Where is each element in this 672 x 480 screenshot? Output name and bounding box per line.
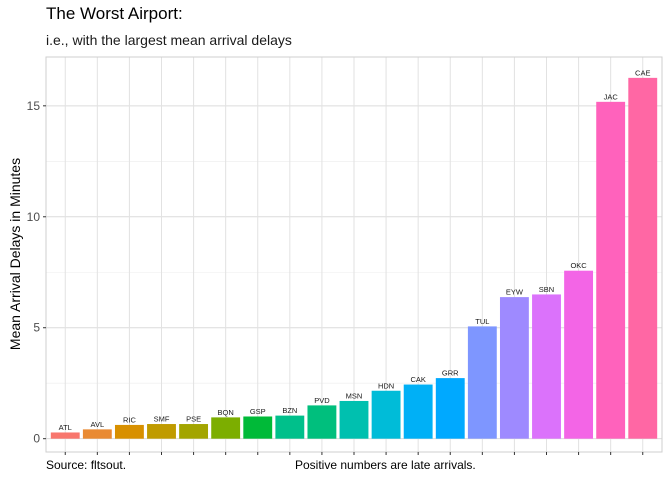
chart-subtitle: i.e., with the largest mean arrival dela…: [46, 32, 292, 48]
bar-hdn: [371, 390, 401, 439]
source-caption: Source: fltsout.: [46, 458, 127, 472]
bar-label-cae: CAE: [635, 68, 650, 77]
bar-label-pvd: PVD: [314, 396, 330, 405]
bar-grr: [435, 378, 465, 439]
bar-label-gsp: GSP: [250, 407, 266, 416]
bar-pse: [179, 424, 209, 439]
y-tick-label: 0: [33, 432, 40, 446]
bar-cak: [403, 384, 433, 439]
bar-gsp: [243, 416, 273, 439]
bar-label-jac: JAC: [604, 92, 619, 101]
bar-label-grr: GRR: [442, 369, 459, 378]
bar-tul: [467, 326, 497, 439]
y-axis-title: Mean Arrival Delays in Minutes: [7, 158, 23, 350]
bar-label-cak: CAK: [410, 375, 425, 384]
y-tick-label: 15: [27, 99, 41, 113]
bar-label-sbn: SBN: [539, 285, 554, 294]
bar-label-avl: AVL: [91, 420, 105, 429]
bar-bqn: [211, 417, 241, 439]
bar-bzn: [275, 415, 305, 439]
bar-ric: [114, 424, 144, 439]
note-caption: Positive numbers are late arrivals.: [295, 458, 476, 472]
bar-label-tul: TUL: [475, 317, 489, 326]
bar-okc: [564, 270, 594, 439]
bar-label-hdn: HDN: [378, 381, 394, 390]
y-tick-label: 10: [27, 210, 41, 224]
chart-title: The Worst Airport:: [46, 4, 183, 23]
bar-label-pse: PSE: [186, 415, 201, 424]
bar-label-atl: ATL: [59, 423, 72, 432]
bar-label-msn: MSN: [346, 391, 363, 400]
bar-label-bzn: BZN: [282, 406, 297, 415]
bar-eyw: [499, 297, 529, 439]
bar-label-eyw: EYW: [506, 288, 524, 297]
bar-label-smf: SMF: [154, 415, 170, 424]
bar-label-okc: OKC: [570, 261, 587, 270]
bar-smf: [147, 424, 176, 439]
bar-sbn: [532, 294, 561, 439]
bar-msn: [339, 400, 369, 439]
bar-atl: [50, 432, 80, 439]
bar-pvd: [307, 405, 337, 439]
bar-jac: [596, 101, 626, 439]
bar-label-bqn: BQN: [218, 408, 234, 417]
bar-cae: [628, 77, 658, 439]
bar-avl: [82, 429, 112, 439]
y-tick-label: 5: [33, 321, 40, 335]
bar-label-ric: RIC: [123, 415, 137, 424]
